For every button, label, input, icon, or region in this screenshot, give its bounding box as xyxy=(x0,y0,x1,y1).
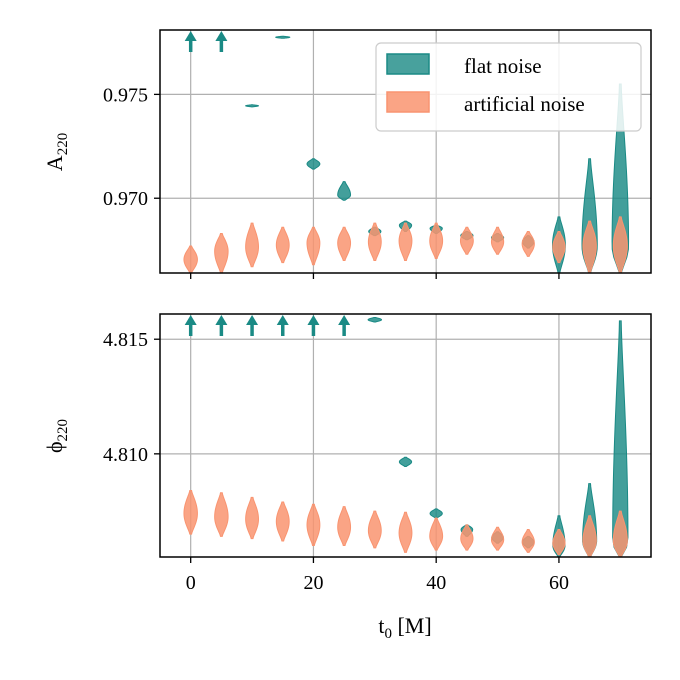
violin-artificial-noise xyxy=(612,510,628,557)
violin-artificial-noise xyxy=(306,226,321,266)
top-panel-marks xyxy=(183,35,630,273)
violin-artificial-noise xyxy=(459,226,474,255)
violin-artificial-noise xyxy=(183,490,198,535)
violin-flat-noise xyxy=(337,181,352,201)
violin-artificial-noise xyxy=(429,222,444,259)
violin-artificial-noise xyxy=(245,496,259,540)
y-tick-label: 4.815 xyxy=(103,329,148,351)
top-panel-frame xyxy=(159,29,652,274)
violin-artificial-noise xyxy=(582,220,597,273)
violin-artificial-noise xyxy=(337,226,352,262)
off-scale-arrow xyxy=(276,315,289,336)
violin-artificial-noise xyxy=(429,517,444,551)
x-tick-label: 20 xyxy=(303,572,323,594)
top-panel-ylabel: A220 xyxy=(42,133,71,171)
off-scale-arrow xyxy=(215,315,228,336)
violin-flat-noise xyxy=(275,35,291,39)
bottom-panel-arrows xyxy=(184,315,351,336)
violin-flat-noise xyxy=(611,83,630,273)
off-scale-arrow xyxy=(246,315,259,336)
off-scale-arrow xyxy=(307,315,320,336)
x-tick-label: 40 xyxy=(426,572,446,594)
off-scale-arrow xyxy=(338,315,351,336)
violin-artificial-noise xyxy=(521,528,535,553)
violin-artificial-noise xyxy=(612,216,628,273)
off-scale-arrow xyxy=(215,31,228,52)
y-tick-label: 0.970 xyxy=(103,188,148,210)
legend: flat noise artificial noise xyxy=(375,42,642,132)
top-panel-arrows xyxy=(184,31,228,52)
bottom-panel-marks xyxy=(183,316,629,557)
y-tick-label: 4.810 xyxy=(103,444,148,466)
violin-artificial-noise xyxy=(306,503,321,547)
violin-artificial-noise xyxy=(183,245,198,273)
x-tick-label: 60 xyxy=(549,572,569,594)
violin-artificial-noise xyxy=(398,511,413,553)
legend-swatch-flat-noise xyxy=(386,53,430,75)
violin-artificial-noise xyxy=(275,501,290,542)
off-scale-arrow xyxy=(184,315,197,336)
y-tick-label: 0.975 xyxy=(103,84,148,106)
violin-artificial-noise xyxy=(490,226,505,255)
violin-artificial-noise xyxy=(460,524,474,551)
legend-swatch-artificial-noise xyxy=(386,91,430,113)
violin-artificial-noise xyxy=(214,233,229,273)
violin-artificial-noise xyxy=(245,222,259,268)
violin-flat-noise xyxy=(245,104,260,108)
violin-artificial-noise xyxy=(582,515,597,557)
violin-flat-noise xyxy=(398,456,413,467)
bottom-panel-ylabel: ϕ220 xyxy=(42,419,71,453)
violin-artificial-noise xyxy=(367,510,382,549)
legend-label-artificial-noise: artificial noise xyxy=(464,92,585,116)
bottom-panel-ticks: 0 20 40 60 4.810 4.815 xyxy=(103,329,569,594)
violin-artificial-noise xyxy=(521,230,535,257)
violin-artificial-noise xyxy=(552,230,566,264)
violin-artificial-noise xyxy=(490,526,505,551)
violin-flat-noise xyxy=(429,508,443,519)
top-panel-ticks: 0.970 0.975 xyxy=(103,84,560,279)
top-panel-amplitude: 0.970 0.975 A220 flat noise artificial no… xyxy=(42,29,652,279)
violin-flat-noise xyxy=(612,320,629,557)
x-axis-label: t0 [M] xyxy=(378,613,431,642)
x-tick-label: 0 xyxy=(186,572,196,594)
bottom-panel-frame xyxy=(159,313,652,558)
violin-flat-noise xyxy=(367,316,383,323)
violin-flat-noise xyxy=(306,158,321,170)
violin-artificial-noise xyxy=(337,506,352,547)
off-scale-arrow xyxy=(184,31,197,52)
legend-frame xyxy=(375,42,642,132)
violin-artificial-noise xyxy=(367,222,382,262)
violin-artificial-noise xyxy=(398,222,413,262)
legend-label-flat-noise: flat noise xyxy=(464,54,542,78)
violin-artificial-noise xyxy=(214,492,229,537)
bottom-panel-phase: 0 20 40 60 4.810 4.815 ϕ220 t0 [M] xyxy=(42,313,652,642)
violin-artificial-noise xyxy=(275,226,290,264)
violin-artificial-noise xyxy=(552,528,566,556)
